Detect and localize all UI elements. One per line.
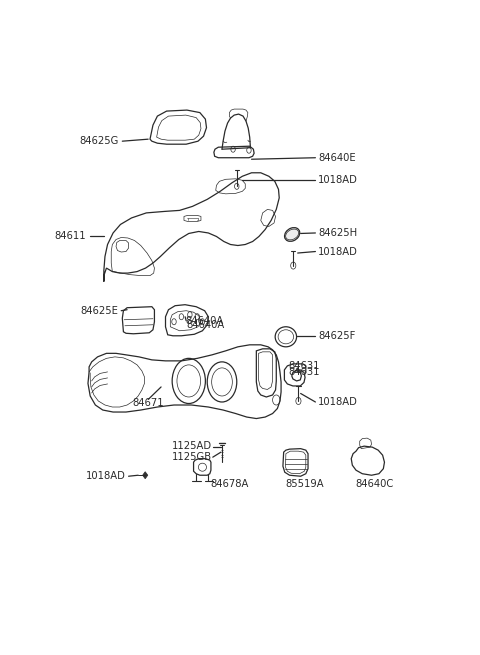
Text: 1018AD: 1018AD xyxy=(86,471,126,481)
Text: 84640C: 84640C xyxy=(355,479,394,489)
Polygon shape xyxy=(143,472,148,479)
Text: 84625F: 84625F xyxy=(318,331,355,341)
Text: 1125GB: 1125GB xyxy=(172,452,212,462)
Text: 84625H: 84625H xyxy=(318,228,357,238)
Text: 1125AD: 1125AD xyxy=(172,441,212,451)
Text: 84631: 84631 xyxy=(288,361,320,371)
Text: 84640A: 84640A xyxy=(186,320,225,329)
Text: 1018AD: 1018AD xyxy=(318,246,358,257)
Text: 84625E: 84625E xyxy=(81,306,119,316)
Text: 84640A: 84640A xyxy=(185,316,223,326)
Text: 85519A: 85519A xyxy=(286,479,324,489)
Text: 84678A: 84678A xyxy=(210,479,249,489)
Text: 84611: 84611 xyxy=(55,231,86,242)
Ellipse shape xyxy=(285,227,300,241)
Text: 84640E: 84640E xyxy=(318,153,356,162)
Text: 84671: 84671 xyxy=(132,398,164,408)
Text: 84625G: 84625G xyxy=(79,136,119,146)
Text: 1018AD: 1018AD xyxy=(318,176,358,185)
Text: 1018AD: 1018AD xyxy=(318,397,358,407)
Text: 84631: 84631 xyxy=(288,367,320,377)
